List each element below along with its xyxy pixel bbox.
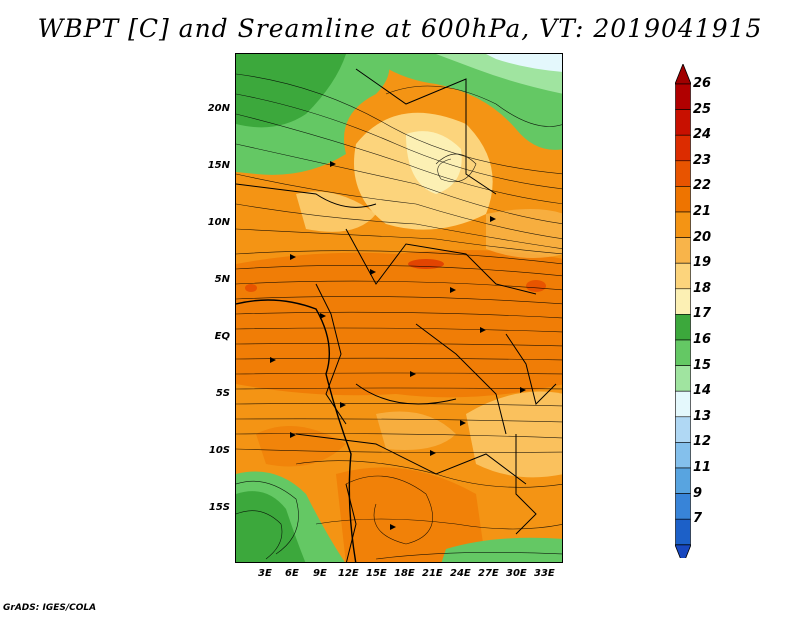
- colorbar-swatch: [675, 160, 691, 187]
- colorbar-label: 22: [693, 178, 712, 194]
- colorbar-swatch: [675, 211, 691, 238]
- colorbar-swatch: [675, 288, 691, 315]
- colorbar-swatch: [675, 365, 691, 392]
- map-panel: [235, 53, 563, 563]
- lat-label: EQ: [214, 331, 230, 342]
- lon-label: 33E: [534, 568, 555, 579]
- lon-label: 21E: [422, 568, 443, 579]
- colorbar-swatch: [675, 83, 691, 110]
- lon-label: 12E: [338, 568, 359, 579]
- colorbar-label: 20: [693, 229, 712, 245]
- lon-label: 15E: [366, 568, 387, 579]
- colorbar-swatch: [675, 442, 691, 469]
- colorbar-swatch: [675, 390, 691, 418]
- lon-label: 18E: [394, 568, 415, 579]
- colorbar-swatch: [675, 262, 691, 290]
- colorbar-swatch: [675, 237, 691, 264]
- footer-credit: GrADS: IGES/COLA: [3, 603, 97, 613]
- map-title: WBPT [C] and Sreamline at 600hPa, VT: 20…: [37, 14, 763, 43]
- colorbar-label: 11: [693, 460, 712, 475]
- colorbar-swatch: [675, 493, 691, 520]
- lon-label: 27E: [478, 568, 499, 579]
- colorbar-label: 9: [693, 485, 703, 501]
- colorbar-label: 26: [693, 76, 712, 91]
- colorbar-label: 25: [693, 101, 712, 117]
- colorbar-bottom-arrow: [675, 544, 691, 558]
- lat-label: 10N: [207, 217, 230, 228]
- colorbar-label: 13: [693, 408, 712, 424]
- colorbar-top-arrow: [675, 64, 691, 85]
- lat-label: 10S: [208, 445, 230, 456]
- lat-label: 5S: [215, 388, 230, 399]
- lon-label: 3E: [258, 568, 272, 579]
- colorbar-swatch: [675, 467, 691, 494]
- colorbar: [675, 64, 691, 558]
- lat-label: 20N: [207, 103, 230, 114]
- colorbar-swatch: [675, 339, 691, 366]
- colorbar-label: 19: [693, 255, 712, 271]
- lon-label: 9E: [313, 568, 327, 579]
- colorbar-swatch: [675, 518, 691, 546]
- wbpt-field: [236, 54, 562, 562]
- colorbar-swatch: [675, 416, 691, 443]
- colorbar-label: 12: [693, 434, 712, 450]
- lon-label: 30E: [506, 568, 527, 579]
- colorbar-swatch: [675, 134, 691, 162]
- colorbar-label: 21: [693, 204, 712, 219]
- streamlines: [236, 73, 562, 560]
- temp-zone-22: [236, 250, 562, 398]
- colorbar-label: 18: [693, 280, 712, 296]
- streamline-arrows: [270, 161, 526, 530]
- lon-label: 24E: [450, 568, 471, 579]
- colorbar-swatch: [675, 186, 691, 213]
- colorbar-swatch: [675, 314, 691, 341]
- colorbar-label: 17: [693, 306, 712, 322]
- colorbar-label: 23: [693, 152, 712, 168]
- colorbar-label: 16: [693, 332, 712, 347]
- colorbar-swatch: [675, 109, 691, 136]
- colorbar-label: 14: [693, 383, 712, 399]
- lat-label: 15N: [207, 160, 230, 171]
- colorbar-label: 24: [693, 127, 712, 143]
- coastline: [236, 299, 357, 562]
- lon-label: 6E: [285, 568, 299, 579]
- colorbar-label: 15: [693, 357, 712, 373]
- colorbar-label: 7: [693, 511, 703, 527]
- lat-label: 15S: [208, 502, 230, 513]
- lat-label: 5N: [214, 274, 230, 285]
